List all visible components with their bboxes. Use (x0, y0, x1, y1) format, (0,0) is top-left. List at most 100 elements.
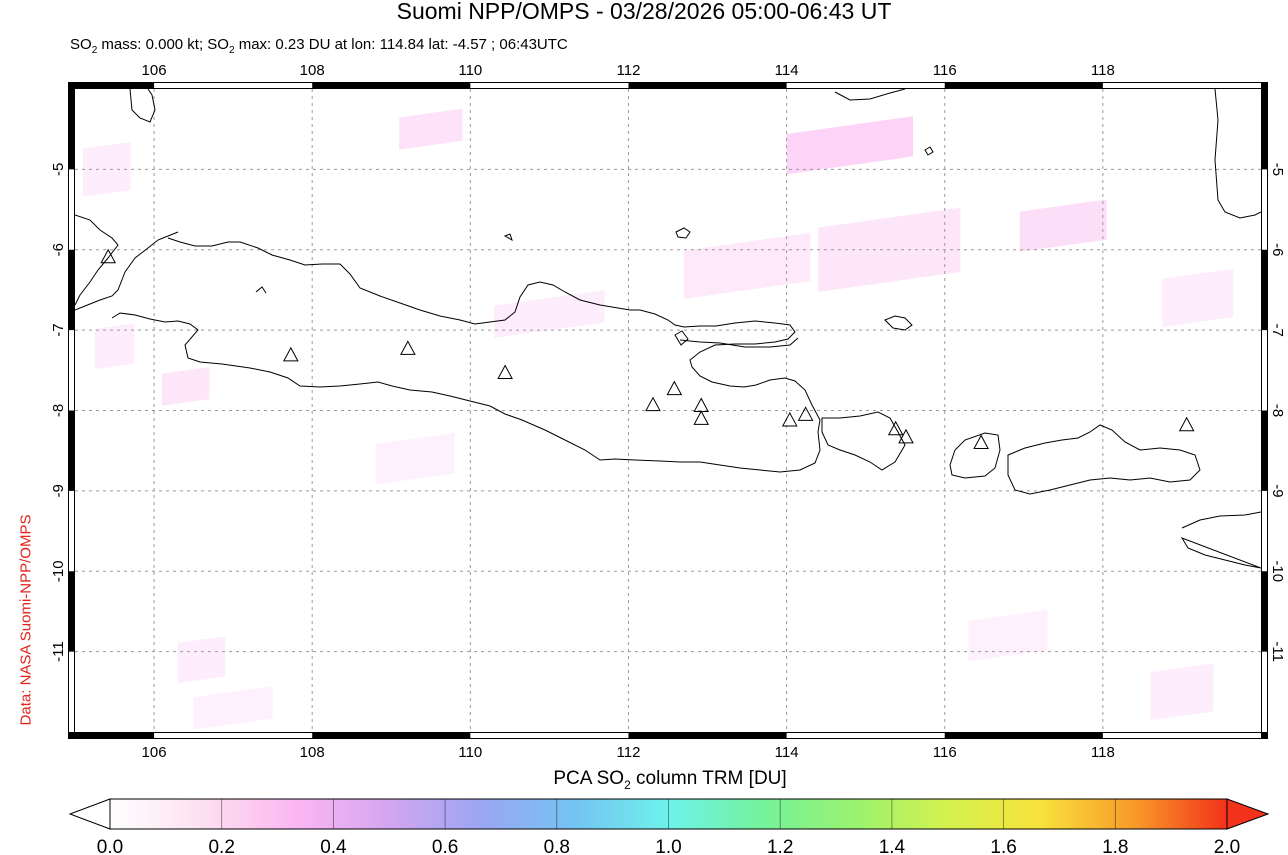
lon-tick-label-top: 116 (933, 62, 957, 79)
coast-lombok (949, 432, 1001, 479)
lon-tick-label-top: 118 (1091, 62, 1115, 79)
volcano-marker (1178, 416, 1195, 432)
cbar-label-pre: PCA SO (553, 768, 625, 789)
frame-band (1262, 169, 1267, 250)
coast-sumatra-north (129, 89, 156, 123)
subtitle-prefix: SO (70, 36, 92, 53)
coast-sumba (1180, 511, 1261, 569)
cbar-label-post: column TRM [DU] (630, 768, 787, 789)
lon-tick-label-top: 106 (142, 62, 167, 79)
so2-patch (399, 108, 463, 150)
lon-tick-label-bottom: 114 (775, 744, 799, 760)
volcano-marker (898, 428, 914, 444)
volcano-marker (973, 434, 989, 449)
frame-band (470, 733, 629, 738)
lon-tick-label-top: 112 (617, 62, 641, 79)
lat-tick-label-left: -11 (50, 641, 67, 662)
frame-band (1102, 83, 1261, 88)
colorbar-ticks: 0.0 0.2 0.4 0.6 0.8 1.0 1.2 1.4 1.6 1.8 2.0 (97, 799, 1240, 855)
coast-bali (821, 411, 906, 471)
map-subtitle: SO2 mass: 0.000 kt; SO2 max: 0.23 DU at … (70, 36, 568, 56)
coast-bawean (675, 227, 691, 239)
lon-tick-label-bottom: 118 (1091, 744, 1115, 760)
map-title: Suomi NPP/OMPS - 03/28/2026 05:00-06:43 … (396, 0, 892, 24)
lat-tick-label-right: -9 (1269, 484, 1286, 497)
lon-tick-label-bottom: 110 (458, 744, 482, 760)
colorbar-right-arrow (1226, 798, 1270, 830)
lat-tick-label-left: -6 (50, 243, 67, 256)
so2-patches (82, 108, 1234, 730)
colorbar-tick-label: 0.8 (544, 837, 570, 855)
frame-band (1262, 651, 1267, 732)
frame-band (154, 83, 313, 88)
frame-band (1262, 490, 1267, 572)
coast-kangean (884, 315, 913, 331)
lat-tick-label-right: -7 (1269, 323, 1286, 336)
coast-islet-2 (255, 286, 267, 294)
coast-karimunjawa (503, 233, 513, 242)
colorbar-tick-label: 0.0 (97, 837, 123, 855)
frame-ticks (69, 83, 1267, 738)
frame-band (786, 83, 945, 88)
coast-sumbawa (1007, 424, 1201, 495)
colorbar-tick-label: 1.8 (1102, 837, 1128, 855)
cbar-label-sub: 2 (624, 777, 631, 792)
so2-patch (1019, 199, 1107, 252)
lat-tick-label-left: -9 (50, 484, 67, 497)
so2-patch (494, 290, 605, 338)
so2-patch (683, 232, 811, 299)
lat-tick-label-right: -6 (1269, 243, 1286, 256)
lat-tick-label-right: -11 (1269, 641, 1286, 662)
coast-islet-1 (924, 146, 934, 156)
so2-patch (968, 609, 1048, 662)
frame-band (786, 733, 945, 738)
coast-islet-3 (674, 330, 689, 346)
frame-band (69, 330, 74, 411)
so2-patch (786, 116, 914, 175)
coastlines (75, 89, 1261, 569)
coast-sumatra (75, 214, 179, 311)
colorbar-tick-label: 0.2 (208, 837, 234, 855)
volcano-marker (100, 248, 117, 264)
volcano-marker (781, 411, 798, 427)
subtitle-sub: 2 (91, 45, 98, 56)
lon-tick-label-top: 110 (458, 62, 482, 79)
colorbar-tick-label: 1.4 (879, 837, 906, 855)
volcano-marker (400, 340, 416, 355)
lat-tick-label-left: -8 (50, 404, 67, 417)
lon-tick-label-bottom: 108 (300, 744, 325, 760)
coast-java (111, 237, 821, 473)
lat-tick-label-right: -5 (1269, 163, 1286, 176)
so2-patch (82, 141, 131, 197)
colorbar-tick-label: 1.6 (990, 837, 1016, 855)
frame-band (69, 169, 74, 250)
lat-tick-label-right: -8 (1269, 404, 1286, 417)
lat-tick-label-right: -10 (1269, 560, 1286, 582)
coast-madura (679, 337, 799, 348)
subtitle-mid: mass: 0.000 kt; SO (97, 36, 229, 53)
lon-tick-label-bottom: 112 (617, 744, 641, 760)
frame-band (470, 83, 629, 88)
coast-sulawesi (1214, 89, 1261, 219)
so2-patch (161, 366, 210, 406)
frame-band (154, 733, 313, 738)
volcano-marker (797, 406, 814, 421)
volcano-marker (645, 396, 661, 412)
volcano-marker (693, 410, 710, 425)
so2-patch (177, 636, 226, 684)
tick-labels: 106 106 108 108 110 110 112 112 114 114 116 116 118 1… (50, 62, 1286, 760)
lon-tick-label-bottom: 116 (933, 744, 957, 760)
coast-borneo (834, 89, 906, 101)
lat-tick-label-left: -10 (50, 560, 67, 582)
subtitle-rest: max: 0.23 DU at lon: 114.84 lat: -4.57 ;… (234, 36, 568, 53)
colorbar-label: PCA SO2 column TRM [DU] (0, 768, 1288, 792)
lon-tick-label-top: 108 (300, 62, 325, 79)
colorbar-tick-label: 1.0 (655, 837, 681, 855)
colorbar-tick-label: 0.6 (432, 837, 458, 855)
frame-band (1262, 330, 1267, 411)
colorbar-tick-label: 1.2 (767, 837, 793, 855)
lat-tick-label-left: -7 (50, 323, 67, 336)
map-canvas: 106 106 108 108 110 110 112 112 114 114 116 116 118 1… (50, 62, 1286, 760)
volcano-marker (887, 420, 904, 436)
colorbar-gradient (109, 798, 1228, 830)
